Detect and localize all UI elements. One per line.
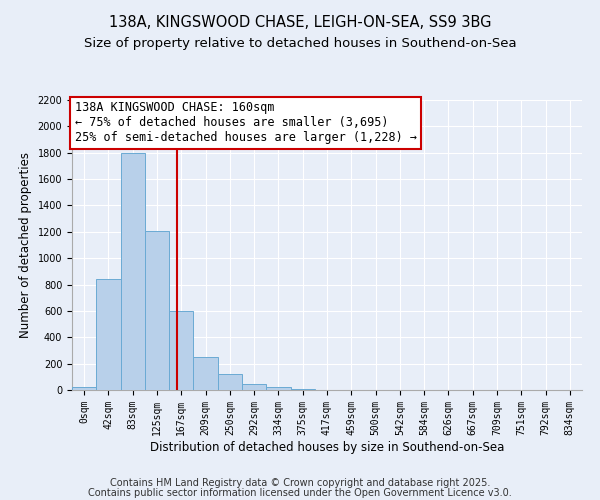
Bar [242, 384, 266, 390]
Bar [266, 388, 290, 390]
X-axis label: Distribution of detached houses by size in Southend-on-Sea: Distribution of detached houses by size … [150, 440, 504, 454]
Text: Contains public sector information licensed under the Open Government Licence v3: Contains public sector information licen… [88, 488, 512, 498]
Text: 138A KINGSWOOD CHASE: 160sqm
← 75% of detached houses are smaller (3,695)
25% of: 138A KINGSWOOD CHASE: 160sqm ← 75% of de… [74, 102, 416, 144]
Bar [96, 280, 121, 390]
Bar [121, 152, 145, 390]
Bar [193, 357, 218, 390]
Y-axis label: Number of detached properties: Number of detached properties [19, 152, 32, 338]
Text: Contains HM Land Registry data © Crown copyright and database right 2025.: Contains HM Land Registry data © Crown c… [110, 478, 490, 488]
Bar [145, 230, 169, 390]
Bar [169, 311, 193, 390]
Text: Size of property relative to detached houses in Southend-on-Sea: Size of property relative to detached ho… [83, 38, 517, 51]
Bar [218, 374, 242, 390]
Bar [72, 388, 96, 390]
Text: 138A, KINGSWOOD CHASE, LEIGH-ON-SEA, SS9 3BG: 138A, KINGSWOOD CHASE, LEIGH-ON-SEA, SS9… [109, 15, 491, 30]
